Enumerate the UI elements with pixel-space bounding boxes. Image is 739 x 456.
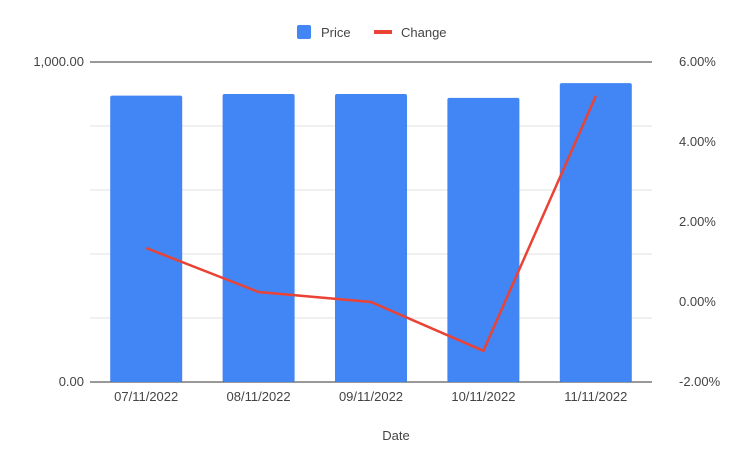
right-tick-label: 0.00% [679, 294, 716, 309]
x-tick-label: 10/11/2022 [451, 389, 515, 404]
legend-swatch-price [297, 25, 311, 39]
bar [335, 94, 407, 382]
legend-swatch-change [374, 30, 392, 34]
x-tick-label: 09/11/2022 [339, 389, 403, 404]
right-tick-label: 6.00% [679, 54, 716, 69]
left-tick-label: 1,000.00 [33, 54, 84, 69]
x-tick-label: 11/11/2022 [564, 389, 627, 404]
x-tick-label: 08/11/2022 [227, 389, 291, 404]
x-tick-label: 07/11/2022 [114, 389, 178, 404]
right-tick-label: 4.00% [679, 134, 716, 149]
left-tick-label: 0.00 [59, 374, 84, 389]
change-line [145, 95, 597, 353]
legend-label-price: Price [321, 25, 351, 40]
x-axis-title: Date [382, 428, 409, 443]
right-tick-label: -2.00% [679, 374, 721, 389]
right-tick-label: 2.00% [679, 214, 716, 229]
bar [559, 83, 632, 383]
bar [110, 95, 183, 382]
legend-label-change: Change [401, 25, 447, 40]
bar [222, 94, 295, 382]
